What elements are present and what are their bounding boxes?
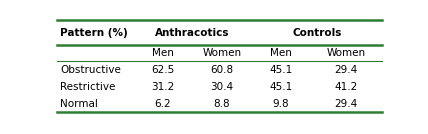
Text: 60.8: 60.8 — [210, 65, 233, 75]
Text: Women: Women — [327, 48, 366, 58]
Text: 8.8: 8.8 — [214, 99, 230, 109]
Text: Normal: Normal — [60, 99, 98, 109]
Text: 31.2: 31.2 — [151, 82, 174, 92]
Text: Men: Men — [152, 48, 173, 58]
Text: Restrictive: Restrictive — [60, 82, 116, 92]
Text: Pattern (%): Pattern (%) — [60, 28, 128, 38]
Text: 62.5: 62.5 — [151, 65, 174, 75]
Text: 45.1: 45.1 — [270, 82, 293, 92]
Text: 45.1: 45.1 — [270, 65, 293, 75]
Text: Obstructive: Obstructive — [60, 65, 121, 75]
Text: 29.4: 29.4 — [335, 65, 358, 75]
Text: 41.2: 41.2 — [335, 82, 358, 92]
Text: Anthracotics: Anthracotics — [155, 28, 230, 38]
Text: Controls: Controls — [292, 28, 342, 38]
Text: 9.8: 9.8 — [273, 99, 289, 109]
Text: 29.4: 29.4 — [335, 99, 358, 109]
Text: 30.4: 30.4 — [210, 82, 233, 92]
Text: Men: Men — [270, 48, 292, 58]
Text: 6.2: 6.2 — [154, 99, 171, 109]
Text: Women: Women — [202, 48, 241, 58]
